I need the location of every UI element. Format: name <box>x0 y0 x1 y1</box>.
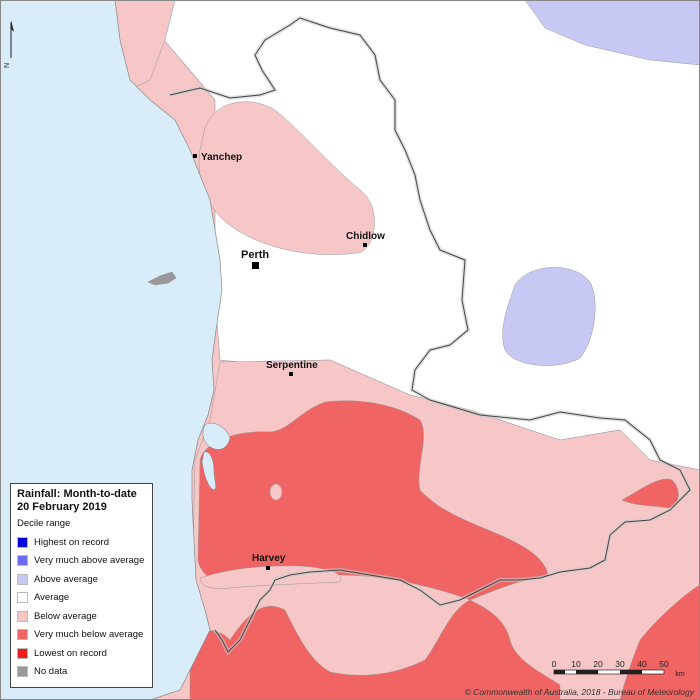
town-serpentine[interactable]: Serpentine <box>266 360 318 376</box>
town-chidlow[interactable]: Chidlow <box>346 231 385 247</box>
region-above-average-topright <box>524 0 700 66</box>
estuary <box>202 422 231 450</box>
copyright-notice: © Commonwealth of Australia, 2018 - Bure… <box>464 687 694 697</box>
scale-bar: 0 10 20 30 40 50 km <box>552 659 685 678</box>
legend-title: Rainfall: Month-to-date <box>17 488 137 500</box>
legend-items: Highest on record Very much above averag… <box>17 533 146 681</box>
region-below-average-north <box>198 101 375 255</box>
legend-item-label: Lowest on record <box>34 647 107 659</box>
legend-swatch <box>17 629 28 641</box>
town-label-serpentine: Serpentine <box>266 360 318 371</box>
legend-item-label: Above average <box>34 573 98 585</box>
legend-swatch <box>17 666 28 678</box>
legend-date: 20 February 2019 <box>17 501 107 513</box>
town-marker <box>289 372 293 376</box>
legend-item-label: Average <box>34 592 70 604</box>
harvey-estuary <box>201 451 217 491</box>
legend-item: Below average <box>17 607 146 626</box>
scale-tick-label: 40 <box>637 659 647 669</box>
legend-item: Highest on record <box>17 533 146 552</box>
legend-swatch <box>17 610 28 622</box>
scale-tick-label: 50 <box>659 659 669 669</box>
legend-item-label: Very much below average <box>34 629 144 641</box>
town-label-chidlow: Chidlow <box>346 231 385 242</box>
scale-tick-label: 30 <box>615 659 625 669</box>
town-label-perth: Perth <box>241 249 269 261</box>
town-label-yanchep: Yanchep <box>201 152 242 163</box>
town-label-harvey: Harvey <box>252 553 286 564</box>
town-marker <box>252 262 259 269</box>
catchment-boundary <box>169 15 693 656</box>
town-marker <box>193 154 197 158</box>
scale-tick-label: 0 <box>552 659 557 669</box>
legend-swatch <box>17 555 28 567</box>
legend-swatch <box>17 592 28 604</box>
town-marker <box>266 566 270 570</box>
legend-item: No data <box>17 663 146 682</box>
legend-item: Very much above average <box>17 552 146 571</box>
town-yanchep[interactable]: Yanchep <box>193 152 242 163</box>
legend-item-label: No data <box>34 666 68 678</box>
region-below-average-islet <box>269 483 283 501</box>
north-arrow-icon: N <box>4 20 14 68</box>
legend-item: Above average <box>17 570 146 589</box>
legend-item-label: Highest on record <box>34 536 109 548</box>
legend-item: Average <box>17 589 146 608</box>
legend-swatch <box>17 647 28 659</box>
legend-item-label: Below average <box>34 610 97 622</box>
town-marker <box>363 243 367 247</box>
region-very-much-below-south <box>189 599 561 700</box>
scale-unit: km <box>675 671 685 678</box>
region-above-average-east <box>502 267 596 366</box>
legend-item: Lowest on record <box>17 644 146 663</box>
scale-tick-label: 20 <box>593 659 603 669</box>
region-very-much-below-east <box>621 478 679 509</box>
legend-swatch <box>17 536 28 548</box>
garden-island <box>147 271 177 286</box>
legend-swatch <box>17 573 28 585</box>
legend-subtitle: Decile range <box>17 518 71 529</box>
legend: Rainfall: Month-to-date 20 February 2019… <box>10 483 153 688</box>
town-harvey[interactable]: Harvey <box>252 553 286 570</box>
scale-tick-label: 10 <box>571 659 581 669</box>
legend-item-label: Very much above average <box>34 555 145 567</box>
town-perth[interactable]: Perth <box>241 249 269 269</box>
north-label: N <box>4 63 11 68</box>
legend-item: Very much below average <box>17 626 146 645</box>
